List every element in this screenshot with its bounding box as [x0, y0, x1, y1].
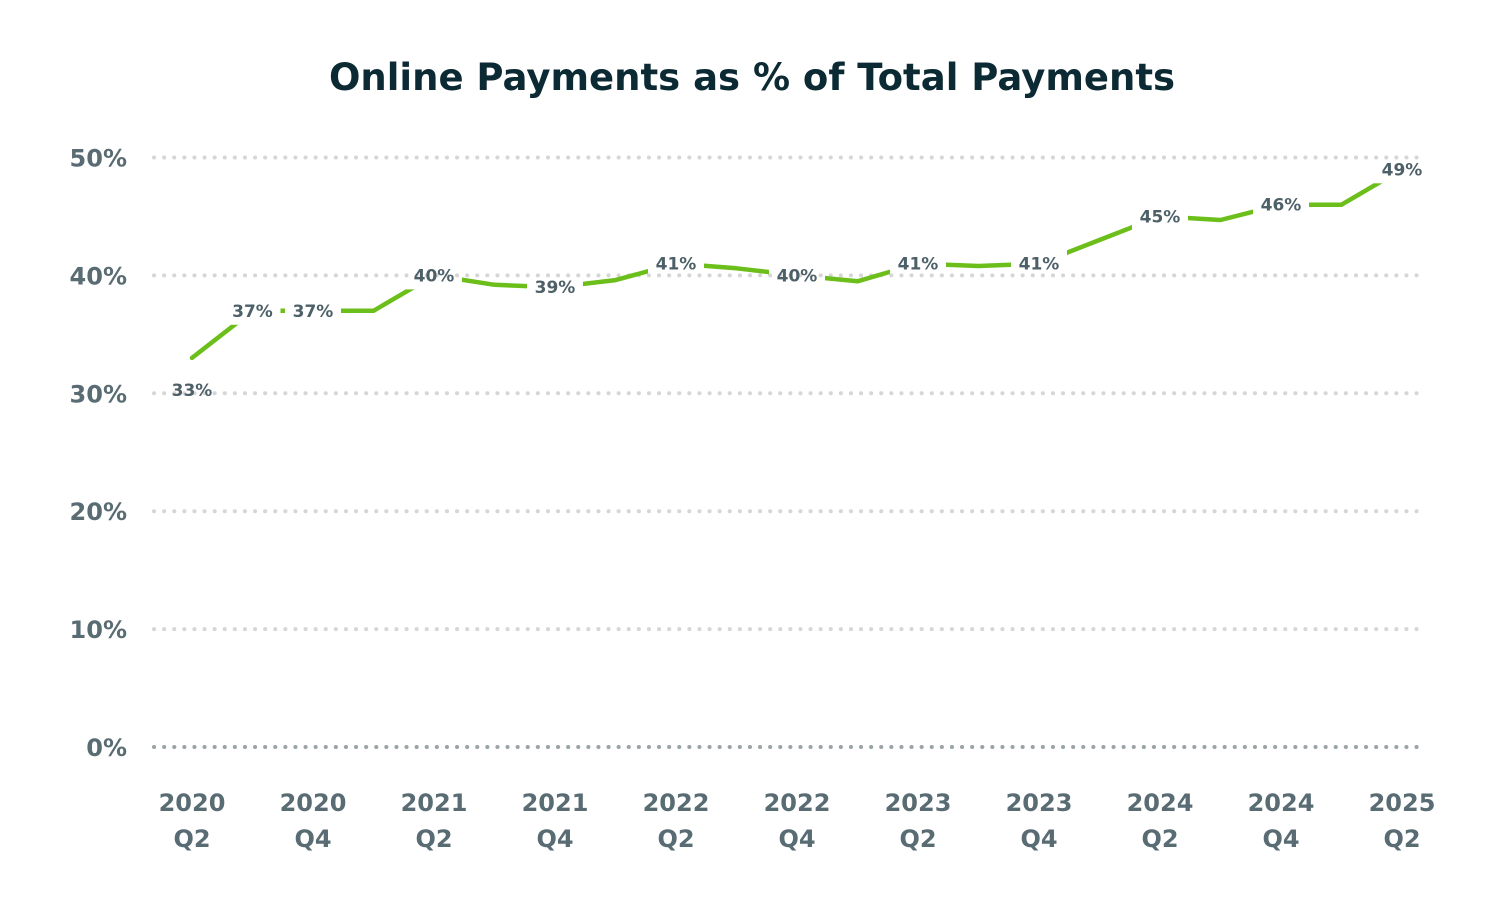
- x-tick-label: 2020 Q4: [280, 789, 347, 853]
- x-tick-quarter: Q2: [657, 825, 694, 853]
- x-tick-quarter: Q2: [1141, 825, 1178, 853]
- data-labels: 33% 37% 37% 40% 39% 41% 40% 41% 41% 45% 46% 49%: [172, 160, 1423, 401]
- x-tick-year: 2020: [280, 789, 347, 817]
- data-label: 39%: [535, 278, 576, 298]
- data-label: 33%: [172, 381, 213, 401]
- x-tick-year: 2021: [522, 789, 589, 817]
- y-tick-label: 30%: [70, 380, 127, 408]
- data-label: 37%: [232, 302, 273, 322]
- x-tick-quarter: Q2: [1383, 825, 1420, 853]
- y-tick-label: 50%: [70, 145, 127, 173]
- x-tick-year: 2024: [1127, 789, 1194, 817]
- x-tick-quarter: Q4: [294, 825, 331, 853]
- y-tick-label: 10%: [70, 616, 127, 644]
- y-tick-label: 20%: [70, 498, 127, 526]
- x-tick-year: 2022: [764, 789, 831, 817]
- x-tick-label: 2020 Q2: [159, 789, 226, 853]
- data-label: 41%: [1019, 255, 1060, 275]
- x-tick-label: 2023 Q4: [1006, 789, 1073, 853]
- y-axis-tick-labels: 0% 10% 20% 30% 40% 50%: [70, 145, 127, 763]
- x-tick-quarter: Q4: [536, 825, 573, 853]
- x-tick-year: 2022: [643, 789, 710, 817]
- x-tick-label: 2023 Q2: [885, 789, 952, 853]
- x-tick-label: 2021 Q4: [522, 789, 589, 853]
- x-tick-quarter: Q4: [778, 825, 815, 853]
- data-label: 41%: [656, 255, 697, 275]
- x-tick-year: 2021: [401, 789, 468, 817]
- x-tick-year: 2024: [1248, 789, 1315, 817]
- x-tick-year: 2023: [1006, 789, 1073, 817]
- grid-lines: [152, 155, 1426, 749]
- x-tick-quarter: Q2: [415, 825, 452, 853]
- x-tick-label: 2022 Q4: [764, 789, 831, 853]
- x-tick-label: 2024 Q2: [1127, 789, 1194, 853]
- data-label: 49%: [1382, 160, 1423, 180]
- data-label: 37%: [293, 302, 334, 322]
- y-tick-label: 40%: [70, 262, 127, 290]
- x-tick-label: 2024 Q4: [1248, 789, 1315, 853]
- data-label: 41%: [898, 255, 939, 275]
- x-tick-quarter: Q4: [1262, 825, 1299, 853]
- x-tick-year: 2025: [1369, 789, 1436, 817]
- x-tick-label: 2022 Q2: [643, 789, 710, 853]
- series-line: [189, 167, 1405, 361]
- x-tick-label: 2025 Q2: [1369, 789, 1436, 853]
- x-tick-quarter: Q2: [173, 825, 210, 853]
- data-label: 45%: [1140, 207, 1181, 227]
- x-tick-year: 2020: [159, 789, 226, 817]
- y-tick-label: 0%: [86, 734, 127, 762]
- data-label: 40%: [414, 266, 455, 286]
- data-label: 46%: [1261, 196, 1302, 216]
- data-label: 40%: [777, 266, 818, 286]
- x-tick-quarter: Q4: [1020, 825, 1057, 853]
- x-tick-year: 2023: [885, 789, 952, 817]
- series-line-group: [189, 167, 1405, 361]
- chart-title: Online Payments as % of Total Payments: [328, 56, 1176, 99]
- x-tick-label: 2021 Q2: [401, 789, 468, 853]
- x-tick-quarter: Q2: [899, 825, 936, 853]
